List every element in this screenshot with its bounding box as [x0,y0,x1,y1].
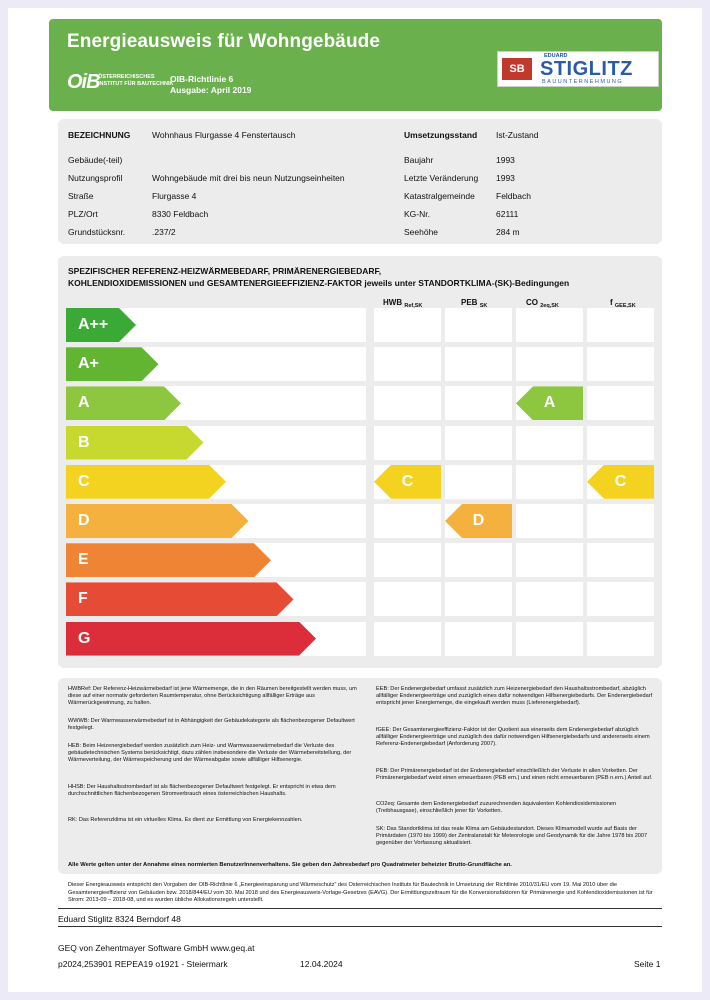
guideline-edition: Ausgabe: April 2019 [170,85,252,95]
oib-logo: OiB [67,71,101,93]
scale-cell [445,543,512,578]
column-header: CO 2eq,SK [526,298,559,309]
scale-cell [445,308,512,342]
energy-scale-heading: SPEZIFISCHER REFERENZ-HEIZWÄRMEBEDARF, P… [68,266,570,288]
footer-divider [58,908,662,909]
energy-class-arrow: D [66,504,249,538]
scale-cell [516,425,583,460]
company-logo: SB EDUARD STIGLITZ BAUUNTERNEHMUNG [497,51,659,87]
definitions-legend: HWBRef: Der Referenz-Heizwärmebedarf ist… [58,678,662,874]
energy-class-arrow: A [66,386,181,420]
info-row: PLZ/Ort 8330 Feldbach KG-Nr. 62111 [68,209,519,219]
scale-cell [516,582,583,617]
company-logo-name: STIGLITZ [540,58,633,80]
footer-software: GEQ von Zehentmayer Software GmbH www.ge… [58,943,255,953]
scale-cell [445,621,512,656]
scale-cell [445,425,512,460]
definition-fgee: fGEE: Der Gesamtenergieeffizienz-Faktor … [376,727,650,747]
energy-class-arrow: E [66,543,271,577]
values-assumption-note: Alle Werte gelten unter der Annahme eine… [68,862,512,868]
scale-cell [516,621,583,656]
definition-rk: RK: Das Referenzklima ist ein virtuelles… [68,817,303,823]
info-row: BEZEICHNUNG Wohnhaus Flurgasse 4 Fenster… [68,130,539,140]
energy-class-arrow: A+ [66,347,159,381]
scale-cell [587,347,654,382]
info-row: Grundstücksnr. .237/2 Seehöhe 284 m [68,227,520,237]
energy-class-arrow: F [66,582,294,616]
info-row: Gebäude(-teil) Baujahr 1993 [68,155,515,165]
scale-cell [587,425,654,460]
certificate-header: Energieausweis für Wohngebäude OiB ÖSTER… [49,19,662,111]
scale-cell [516,308,583,342]
building-info-panel: BEZEICHNUNG Wohnhaus Flurgasse 4 Fenster… [58,119,662,244]
definition-sk: SK: Das Standortklima ist das reale Klim… [376,826,648,846]
scale-cell [516,347,583,382]
column-header: PEB SK [461,298,488,309]
scale-cell [445,386,512,421]
scale-cell [374,621,441,656]
definition-co2: CO2eq: Gesamte dem Endenergiebedarf zuzu… [376,801,617,814]
company-logo-mark: SB [502,58,532,80]
footer-page-number: Seite 1 [634,959,661,969]
scale-cell [587,386,654,421]
definition-hhsb: HHSB: Der Haushaltsstrombedarf ist als f… [68,784,336,797]
scale-cell [587,582,654,617]
scale-cell [587,308,654,342]
scale-cell [374,582,441,617]
definition-peb: PEB: Der Primärenergiebedarf ist der End… [376,768,653,781]
scale-cell [587,543,654,578]
scale-cell [374,386,441,421]
scale-cell [374,425,441,460]
certificate-title: Energieausweis für Wohngebäude [67,31,381,52]
definition-eeb: EEB: Der Endenergiebedarf umfasst zusätz… [376,686,653,706]
scale-cell [374,543,441,578]
scale-cell [516,464,583,499]
scale-cell [445,582,512,617]
guideline-name: OIB-Richtlinie 6 [170,74,234,84]
designation-value: Wohnhaus Flurgasse 4 Fenstertausch [152,130,296,140]
legal-note: Dieser Energieausweis entspricht den Vor… [68,882,653,903]
definition-wwwb: WWWB: Der Warmwasserwärmebedarf ist in A… [68,718,355,731]
column-header: HWB Ref,SK [383,298,423,309]
energy-scale-panel: SPEZIFISCHER REFERENZ-HEIZWÄRMEBEDARF, P… [58,256,662,668]
energy-class-arrow: B [66,426,204,460]
scale-cell [374,308,441,342]
scale-cell [587,504,654,538]
definition-heb: HEB: Beim Heizenergiebedarf werden zusät… [68,743,352,763]
footer-company: Eduard Stiglitz 8324 Berndorf 48 [58,914,181,924]
oib-institute-name: ÖSTERREICHISCHES INSTITUT FÜR BAUTECHNIK [98,74,174,87]
info-row: Nutzungsprofil Wohngebäude mit drei bis … [68,173,515,183]
scale-cell [587,621,654,656]
definition-hwb: HWBRef: Der Referenz-Heizwärmebedarf ist… [68,686,357,706]
energy-class-arrow: C [66,465,226,499]
scale-cell [516,543,583,578]
footer-code: p2024,253901 REPEA19 o1921 - Steiermark [58,959,228,969]
guideline-info: OIB-Richtlinie 6 Ausgabe: April 2019 [170,74,251,96]
info-row: Straße Flurgasse 4 Katastralgemeinde Fel… [68,191,531,201]
scale-cell [516,504,583,538]
footer-divider [58,926,662,927]
scale-cell [445,464,512,499]
scale-cell [374,504,441,538]
footer-date: 12.04.2024 [300,959,343,969]
scale-cell [374,347,441,382]
scale-cell [445,347,512,382]
energy-class-arrow: G [66,622,316,656]
column-header: f GEE,SK [610,298,636,309]
energy-class-arrow: A++ [66,308,136,342]
